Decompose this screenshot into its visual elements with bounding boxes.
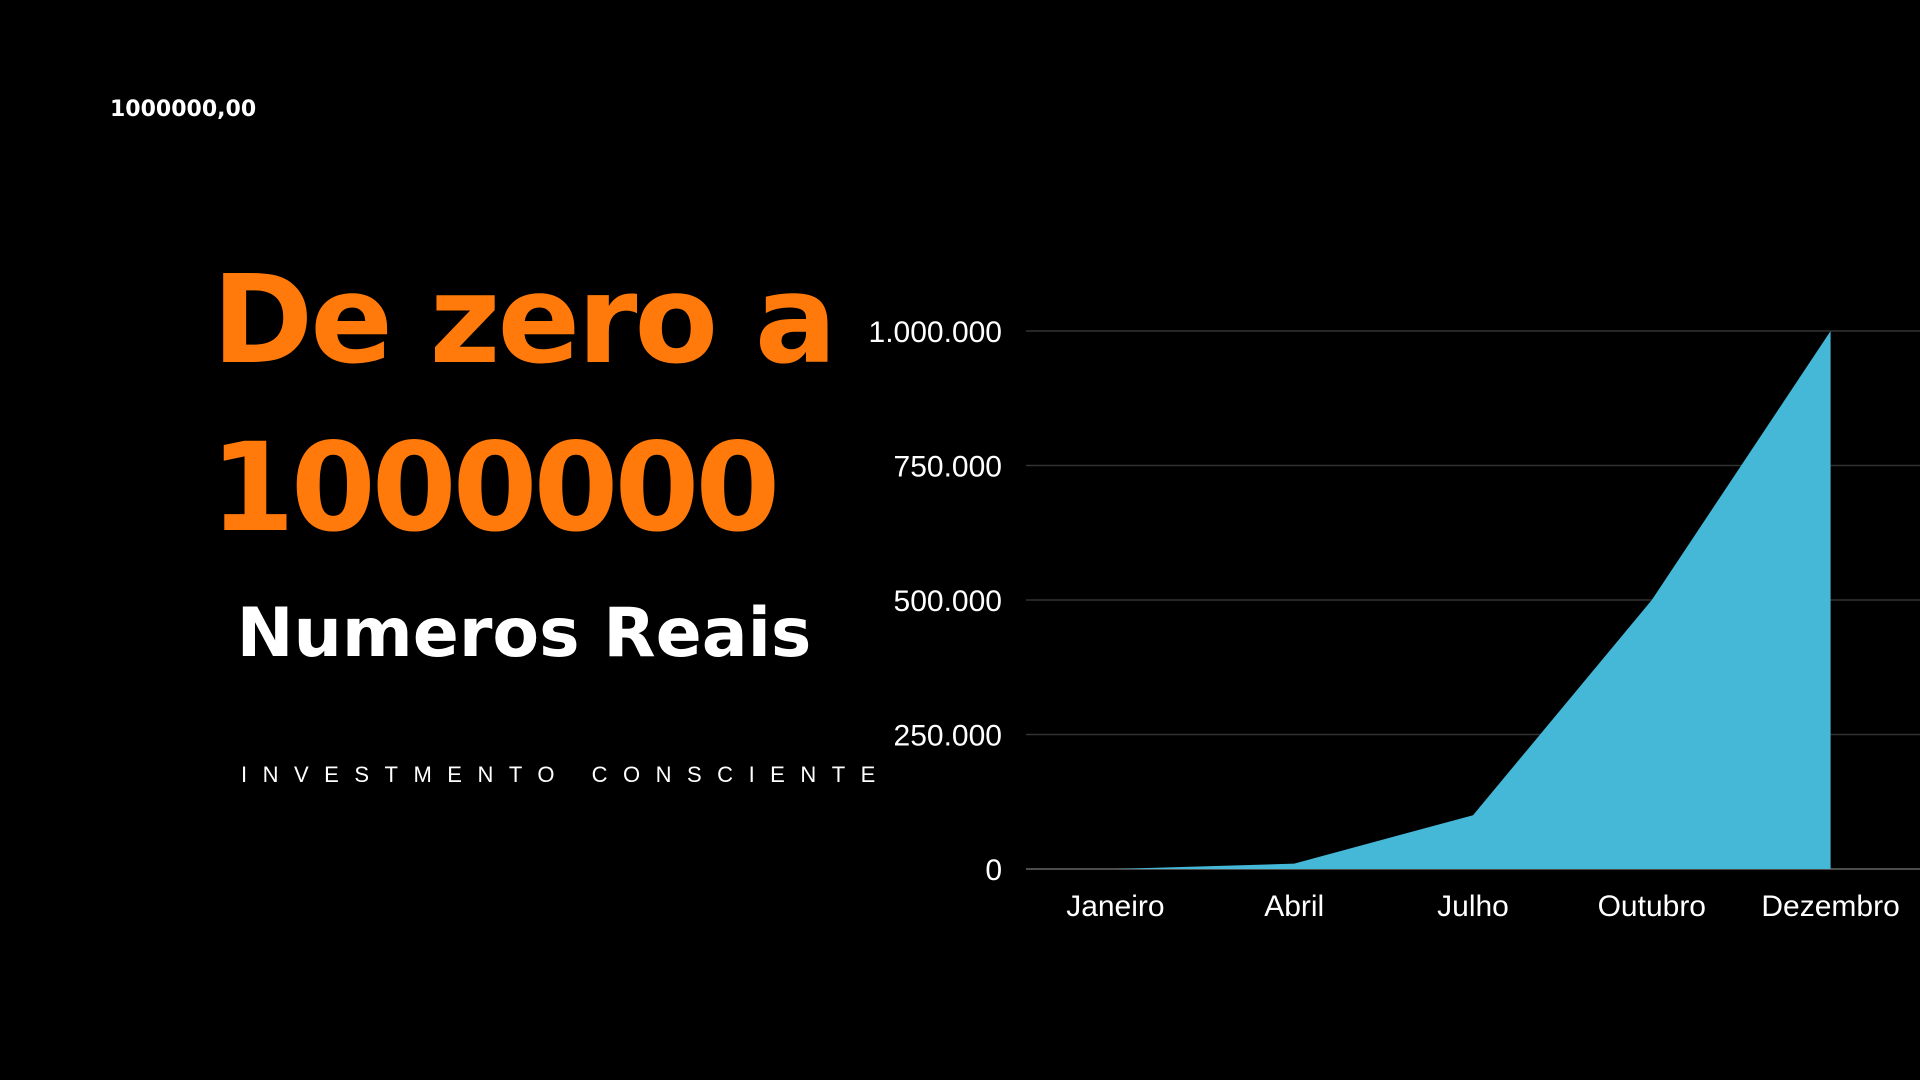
subtitle: Numeros Reais xyxy=(237,594,812,673)
y-tick-label: 750.000 xyxy=(894,451,1002,484)
y-tick-label: 500.000 xyxy=(894,585,1002,618)
y-tick-label: 0 xyxy=(985,854,1002,887)
y-tick-label: 1.000.000 xyxy=(869,316,1002,349)
x-tick-label: Janeiro xyxy=(1066,890,1164,923)
title-line: 1000000 xyxy=(210,417,776,559)
title-line: De zero a xyxy=(212,249,834,391)
corner-label: 1000000,00 xyxy=(110,97,256,122)
y-tick-label: 250.000 xyxy=(894,720,1002,753)
area xyxy=(1115,331,1831,869)
tagline: INVESTMENTO CONSCIENTE xyxy=(241,762,891,787)
x-tick-label: Julho xyxy=(1437,890,1509,923)
x-tick-label: Abril xyxy=(1264,890,1324,923)
chart: 0 250.000 500.000 750.000 1.000.000 Janeiro Ab… xyxy=(869,316,1920,923)
x-tick-label: Outubro xyxy=(1598,890,1706,923)
x-tick-label: Dezembro xyxy=(1761,890,1899,923)
